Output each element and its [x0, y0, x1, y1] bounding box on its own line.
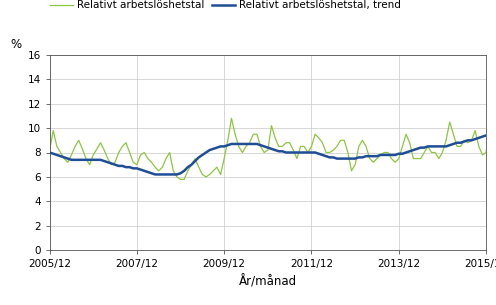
Legend: Relativt arbetslöshetstal, Relativt arbetslöshetstal, trend: Relativt arbetslöshetstal, Relativt arbe…: [50, 0, 401, 10]
Relativt arbetslöshetstal, trend: [123, 165, 129, 169]
Relativt arbetslöshetstal, trend: [421, 146, 427, 149]
Relativt arbetslöshetstal: [476, 145, 482, 148]
Text: %: %: [10, 38, 21, 51]
Line: Relativt arbetslöshetstal, trend: Relativt arbetslöshetstal, trend: [50, 134, 496, 174]
Relativt arbetslöshetstal: [47, 148, 53, 152]
Relativt arbetslöshetstal: [178, 178, 184, 181]
Relativt arbetslöshetstal, trend: [469, 138, 475, 142]
Relativt arbetslöshetstal, trend: [152, 173, 158, 176]
Relativt arbetslöshetstal: [469, 138, 475, 142]
Relativt arbetslöshetstal: [83, 157, 89, 160]
Relativt arbetslöshetstal, trend: [476, 136, 482, 140]
Relativt arbetslöshetstal: [123, 141, 129, 145]
Relativt arbetslöshetstal: [421, 151, 427, 154]
X-axis label: År/månad: År/månad: [239, 275, 297, 288]
Relativt arbetslöshetstal, trend: [210, 147, 216, 151]
Relativt arbetslöshetstal: [210, 169, 216, 173]
Relativt arbetslöshetstal, trend: [47, 151, 53, 154]
Relativt arbetslöshetstal, trend: [491, 132, 496, 136]
Relativt arbetslöshetstal, trend: [83, 158, 89, 162]
Line: Relativt arbetslöshetstal: Relativt arbetslöshetstal: [50, 104, 496, 179]
